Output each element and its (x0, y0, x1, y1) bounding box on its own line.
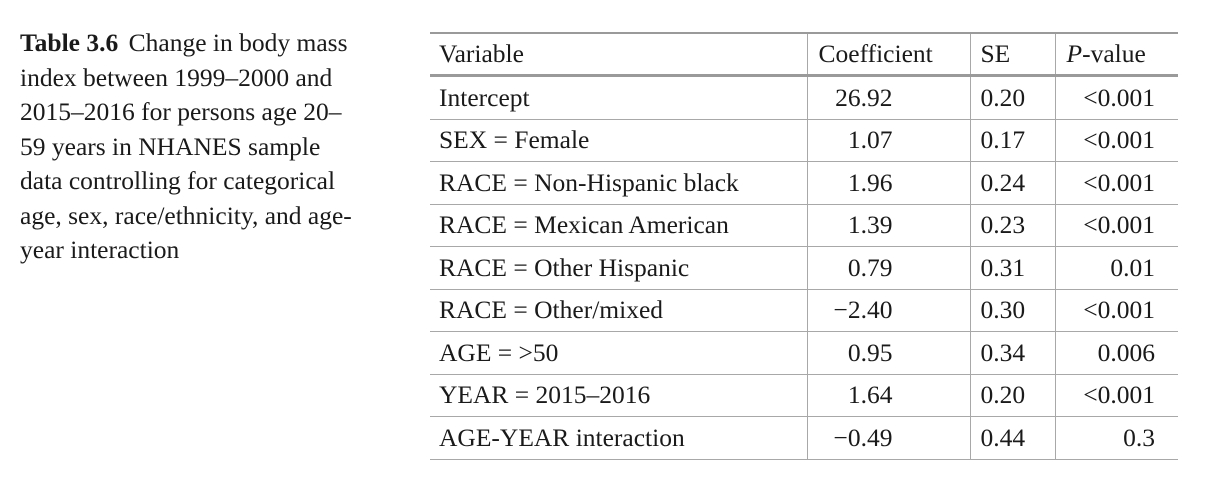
cell-coefficient: 1.39 (807, 204, 971, 247)
table-row: RACE = Mexican American 1.39 0.23 <0.001 (430, 204, 1178, 247)
header-coefficient: Coefficient (807, 32, 971, 77)
cell-p-value: <0.001 (1055, 161, 1178, 205)
table-caption: Table 3.6 Change in body mass index betw… (20, 26, 365, 268)
cell-variable: AGE-YEAR interaction (430, 416, 808, 460)
regression-table-container: Variable Coefficient SE P-value Intercep… (430, 32, 1178, 460)
cell-variable: RACE = Other/mixed (430, 289, 808, 332)
cell-se: 0.34 (970, 331, 1056, 375)
cell-variable: RACE = Other Hispanic (430, 246, 808, 290)
cell-p-value: 0.006 (1055, 331, 1178, 375)
cell-p-value: <0.001 (1055, 204, 1178, 247)
cell-se: 0.20 (970, 75, 1056, 120)
header-p-value: P-value (1055, 32, 1178, 77)
cell-variable: RACE = Mexican American (430, 204, 808, 247)
header-p-suffix: -value (1082, 39, 1146, 68)
cell-p-value: 0.01 (1055, 246, 1178, 290)
cell-p-value: <0.001 (1055, 119, 1178, 162)
cell-coefficient: 0.79 (807, 246, 971, 290)
cell-coefficient: −0.49 (807, 416, 971, 460)
table-row: AGE = >50 0.95 0.34 0.006 (430, 331, 1178, 375)
cell-p-value: <0.001 (1055, 75, 1178, 120)
table-label: Table 3.6 (20, 28, 119, 57)
cell-se: 0.44 (970, 416, 1056, 460)
cell-p-value: <0.001 (1055, 374, 1178, 417)
table-row: AGE-YEAR interaction −0.49 0.44 0.3 (430, 416, 1178, 460)
cell-variable: SEX = Female (430, 119, 808, 162)
cell-se: 0.30 (970, 289, 1056, 332)
cell-variable: AGE = >50 (430, 331, 808, 375)
cell-se: 0.20 (970, 374, 1056, 417)
cell-coefficient: 26.92 (807, 75, 971, 120)
cell-variable: YEAR = 2015–2016 (430, 374, 808, 417)
cell-coefficient: 0.95 (807, 331, 971, 375)
cell-coefficient: −2.40 (807, 289, 971, 332)
cell-se: 0.23 (970, 204, 1056, 247)
table-header-row: Variable Coefficient SE P-value (430, 32, 1178, 77)
table-row: RACE = Other Hispanic 0.79 0.31 0.01 (430, 246, 1178, 290)
header-p-letter: P (1066, 39, 1083, 68)
header-variable: Variable (430, 32, 808, 77)
cell-p-value: 0.3 (1055, 416, 1178, 460)
table-caption-text: Change in body mass index between 1999–2… (20, 28, 352, 264)
cell-coefficient: 1.64 (807, 374, 971, 417)
header-se: SE (970, 32, 1056, 77)
table-row: Intercept 26.92 0.20 <0.001 (430, 75, 1178, 120)
cell-se: 0.24 (970, 161, 1056, 205)
table-row: RACE = Non-Hispanic black 1.96 0.24 <0.0… (430, 161, 1178, 205)
regression-table: Variable Coefficient SE P-value Intercep… (430, 32, 1178, 460)
cell-variable: RACE = Non-Hispanic black (430, 161, 808, 205)
cell-p-value: <0.001 (1055, 289, 1178, 332)
table-row: SEX = Female 1.07 0.17 <0.001 (430, 119, 1178, 162)
table-row: RACE = Other/mixed −2.40 0.30 <0.001 (430, 289, 1178, 332)
cell-se: 0.17 (970, 119, 1056, 162)
cell-variable: Intercept (430, 75, 808, 120)
cell-se: 0.31 (970, 246, 1056, 290)
table-row: YEAR = 2015–2016 1.64 0.20 <0.001 (430, 374, 1178, 417)
cell-coefficient: 1.96 (807, 161, 971, 205)
cell-coefficient: 1.07 (807, 119, 971, 162)
